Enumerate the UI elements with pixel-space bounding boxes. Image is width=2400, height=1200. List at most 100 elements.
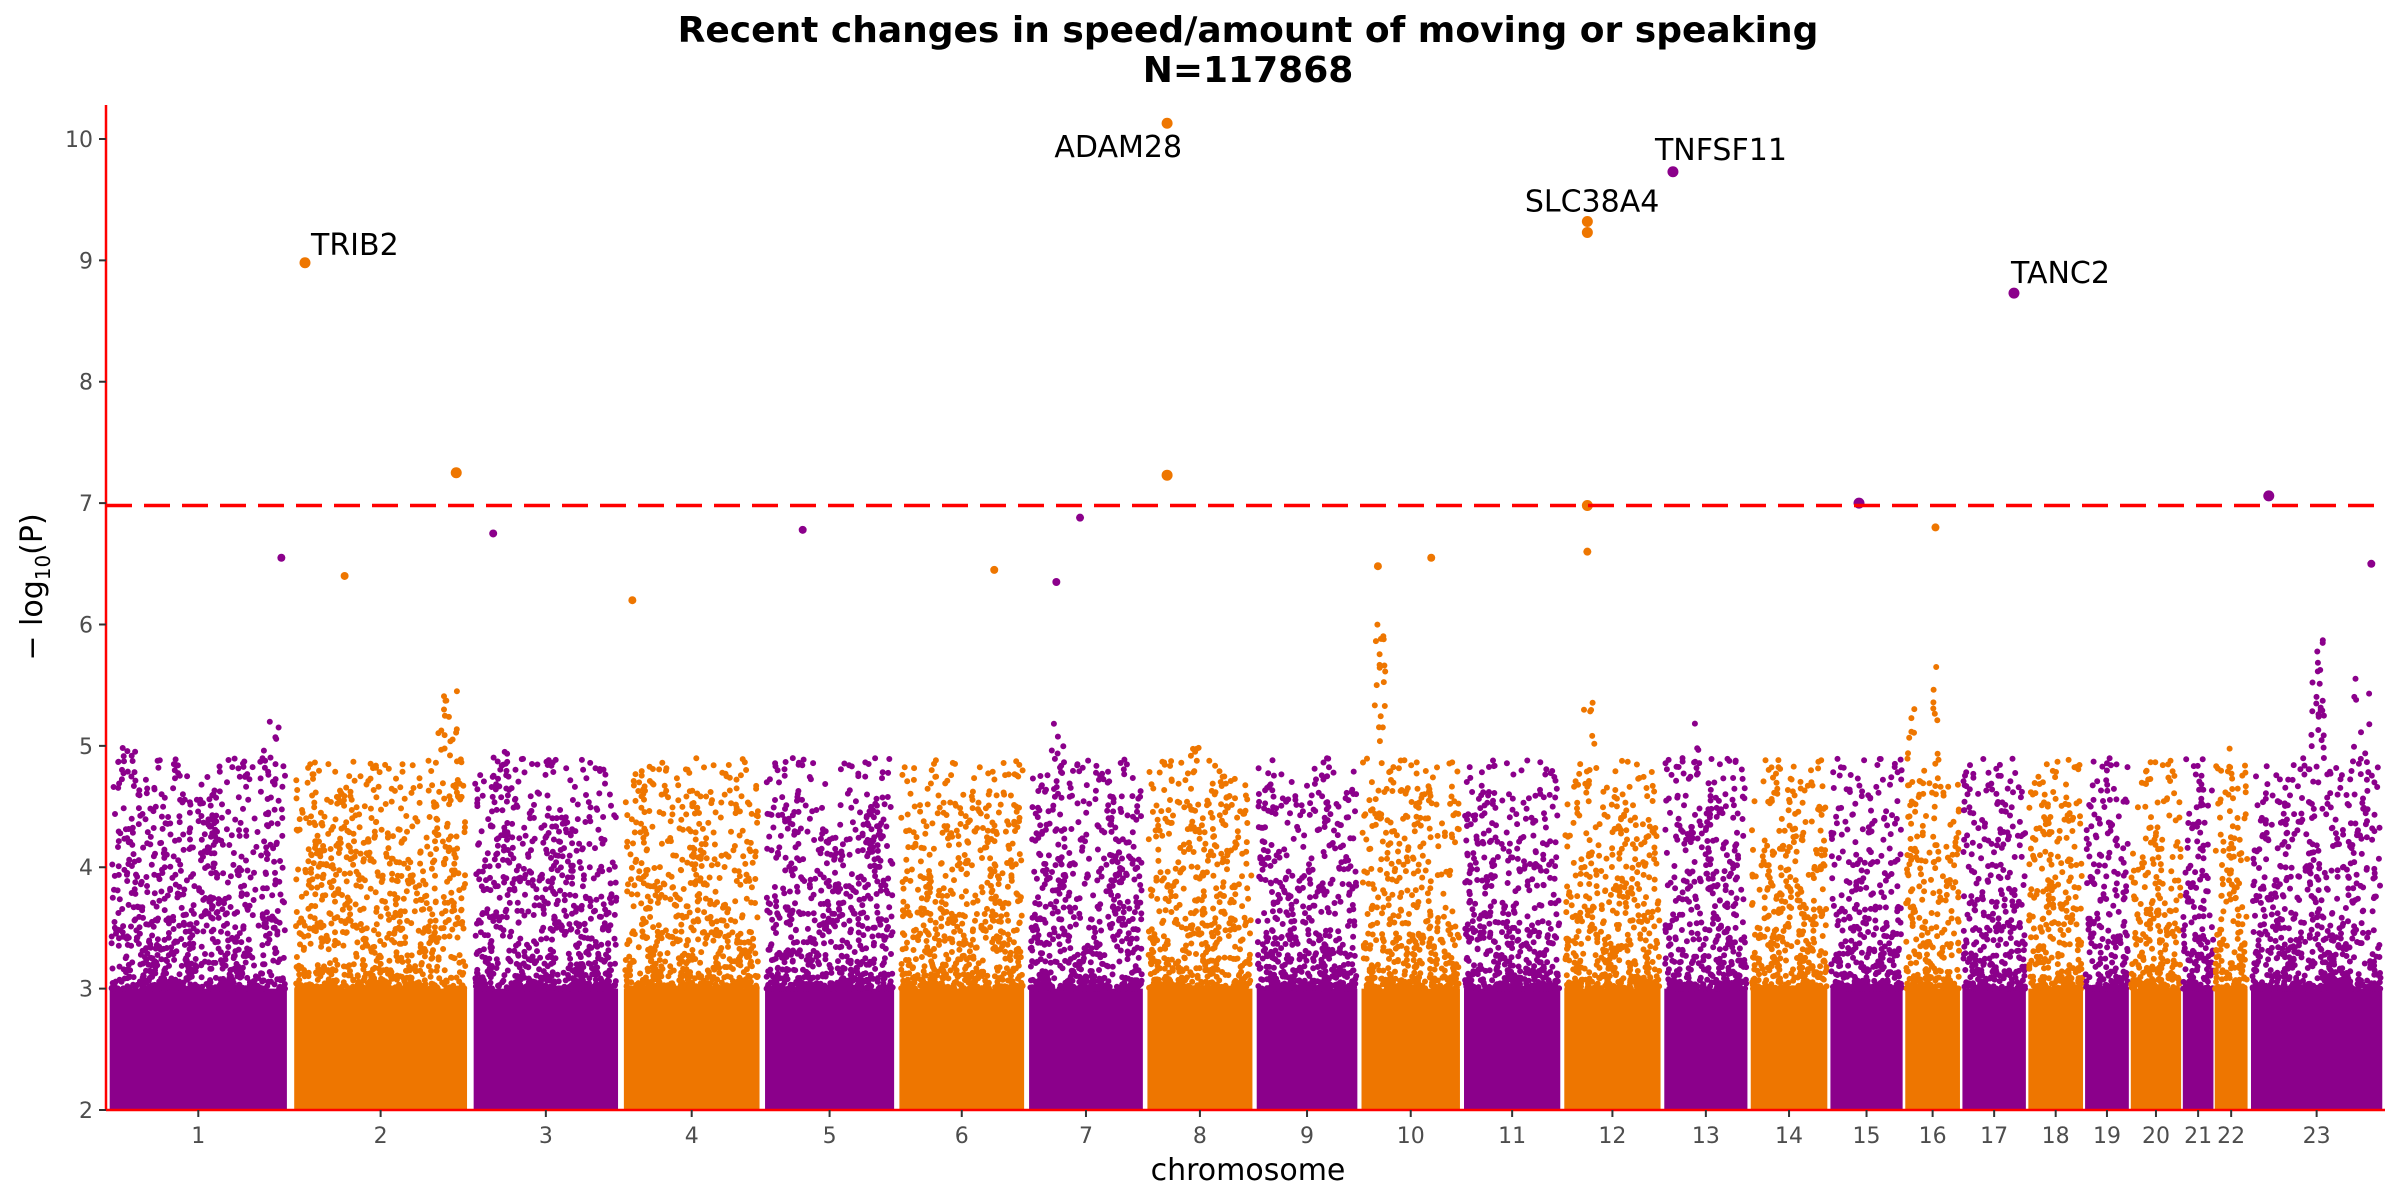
chromosome-11-points (1462, 757, 1563, 992)
chromosome-17-dense-band (1962, 988, 2026, 1110)
chromosome-15-points (1828, 755, 1905, 992)
x-tick-label-20: 20 (2142, 1124, 2170, 1149)
peak-point-2 (340, 571, 349, 580)
chromosome-13-points (1662, 720, 1750, 992)
chromosome-3-dense-band (473, 988, 619, 1110)
y-tick-label-5: 5 (79, 735, 93, 760)
peak-point-22 (2263, 490, 2275, 502)
chromosome-5-points (763, 755, 896, 992)
x-tick-label-11: 11 (1498, 1124, 1526, 1149)
y-axis-title-subscript: 10 (31, 555, 55, 580)
chromosome-16-points (1903, 664, 1963, 992)
x-tick-label-2: 2 (374, 1124, 388, 1149)
peak-point-7 (990, 565, 999, 574)
x-axis-title: chromosome (1151, 1153, 1346, 1188)
chromosome-4-dense-band (623, 988, 760, 1110)
gene-label-slc38a4: SLC38A4 (1525, 185, 1660, 220)
x-tick-label-6: 6 (955, 1124, 969, 1149)
chromosome-9-dense-band (1256, 988, 1358, 1110)
peak-point-5 (628, 596, 637, 605)
peak-point-16 (1581, 500, 1593, 512)
chromosome-19-dense-band (2085, 988, 2129, 1110)
chart-subtitle: N=117868 (1143, 50, 1354, 91)
chromosome-8-dense-band (1147, 988, 1253, 1110)
chromosome-13-dense-band (1664, 988, 1748, 1110)
y-tick-label-10: 10 (65, 128, 93, 153)
chromosome-6-dense-band (899, 988, 1025, 1110)
x-tick-label-19: 19 (2093, 1124, 2121, 1149)
y-tick-label-2: 2 (79, 1099, 93, 1124)
chromosome-2-points (293, 688, 469, 992)
svg-text:− log10(P): − log10(P) (15, 513, 55, 660)
gene-label-tnfsf11: TNFSF11 (1654, 133, 1787, 168)
peak-point-12 (1373, 562, 1382, 571)
peak-point-1 (299, 257, 311, 269)
peak-point-20 (1931, 523, 1940, 532)
chart-title: Recent changes in speed/amount of moving… (678, 10, 1819, 51)
chromosome-19-points (2082, 755, 2131, 992)
x-tick-label-5: 5 (823, 1124, 837, 1149)
peak-point-21 (2008, 287, 2020, 299)
x-tick-label-10: 10 (1397, 1124, 1425, 1149)
x-tick-label-14: 14 (1775, 1124, 1803, 1149)
peak-point-6 (798, 525, 807, 534)
chromosome-17-points (1960, 755, 2029, 992)
data-points (108, 621, 2384, 1110)
x-tick-label-15: 15 (1853, 1124, 1881, 1149)
x-tick-label-17: 17 (1980, 1124, 2008, 1149)
gene-label-trib2: TRIB2 (310, 228, 399, 263)
chromosome-20-points (2128, 757, 2184, 992)
chromosome-22-dense-band (2214, 988, 2248, 1110)
chromosome-4-points (622, 755, 761, 992)
chromosome-10-points (1359, 621, 1462, 992)
chromosome-20-dense-band (2130, 988, 2182, 1110)
chromosome-10-dense-band (1361, 988, 1460, 1110)
peak-point-17 (1583, 547, 1592, 556)
x-tick-label-12: 12 (1598, 1124, 1626, 1149)
chromosome-8-points (1145, 744, 1255, 992)
peak-point-23 (2367, 559, 2376, 568)
peak-point-10 (1161, 117, 1173, 129)
y-axis-title-main: − log (15, 580, 50, 660)
x-tick-label-21: 21 (2184, 1124, 2212, 1149)
peak-points (277, 117, 2376, 605)
y-tick-label-9: 9 (79, 249, 93, 274)
gene-annotations: TRIB2 ADAM28 SLC38A4 TNFSF11 TANC2 (310, 130, 2110, 291)
x-tick-label-9: 9 (1300, 1124, 1314, 1149)
gene-label-adam28: ADAM28 (1054, 130, 1182, 165)
chromosome-22-points (2212, 745, 2251, 992)
peak-point-9 (1052, 578, 1061, 587)
chromosome-18-points (2026, 756, 2086, 992)
y-axis-title: − log10(P) (15, 513, 55, 660)
x-tick-label-3: 3 (539, 1124, 553, 1149)
chromosome-2-dense-band (294, 988, 468, 1110)
peak-point-0 (277, 553, 286, 562)
x-tick-label-23: 23 (2303, 1124, 2331, 1149)
chromosome-14-points (1749, 757, 1830, 992)
chromosome-23-points (2249, 637, 2384, 992)
chromosome-21-points (2180, 756, 2217, 992)
chromosome-9-points (1254, 755, 1360, 992)
y-axis-title-tail: (P) (15, 513, 50, 555)
x-tick-label-22: 22 (2217, 1124, 2245, 1149)
y-tick-label-3: 3 (79, 978, 93, 1003)
x-tick-label-13: 13 (1692, 1124, 1720, 1149)
chromosome-18-dense-band (2028, 988, 2084, 1110)
peak-point-4 (489, 529, 498, 538)
y-tick-label-8: 8 (79, 371, 93, 396)
chromosome-14-dense-band (1750, 988, 1828, 1110)
peak-point-14 (1581, 216, 1593, 228)
y-axis-ticks: 2 3 4 5 6 7 8 9 10 (65, 128, 106, 1124)
chromosome-12-points (1562, 699, 1663, 992)
chromosome-7-dense-band (1029, 988, 1143, 1110)
chromosome-21-dense-band (2182, 988, 2214, 1110)
chromosome-15-dense-band (1830, 988, 1903, 1110)
chromosome-16-dense-band (1905, 988, 1960, 1110)
chromosome-3-points (472, 748, 620, 992)
x-tick-label-8: 8 (1193, 1124, 1207, 1149)
chromosome-1-points (108, 718, 289, 992)
peak-point-11 (1161, 469, 1173, 481)
chromosome-7-points (1027, 720, 1145, 992)
chromosome-6-points (898, 757, 1026, 992)
gene-label-tanc2: TANC2 (2010, 256, 2110, 291)
